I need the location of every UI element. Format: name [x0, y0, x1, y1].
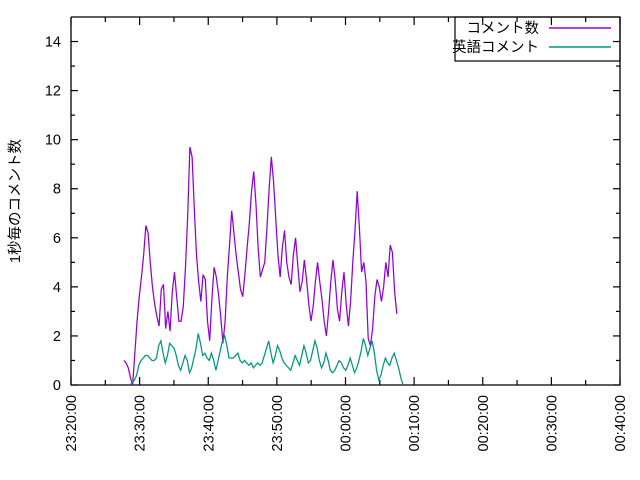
y-tick-label: 6: [53, 231, 61, 247]
legend-label-comment-count: コメント数: [467, 20, 540, 37]
x-tick-label: 00:10:00: [407, 395, 423, 451]
plot-frame: [70, 17, 621, 386]
x-tick-label: 00:20:00: [476, 395, 492, 451]
y-tick-label: 12: [45, 84, 61, 100]
y-tick-label: 4: [53, 280, 61, 296]
series-line-english-comment: [129, 333, 404, 386]
y-axis-title: 1秒毎のコメント数: [7, 138, 24, 263]
x-tick-label: 00:30:00: [544, 395, 560, 451]
x-tick-label: 00:00:00: [339, 395, 355, 451]
x-tick-label: 23:50:00: [270, 395, 286, 451]
x-tick-label: 23:40:00: [201, 395, 217, 451]
y-tick-label: 10: [45, 133, 61, 149]
series-layer: [123, 146, 404, 386]
legend-border: [454, 16, 621, 62]
y-tick-label: 8: [53, 182, 61, 198]
x-tick-label: 23:30:00: [133, 395, 149, 451]
y-tick-label: 2: [53, 329, 61, 345]
y-tick-label: 0: [53, 378, 61, 394]
x-tick-label: 00:40:00: [613, 395, 629, 451]
x-tick-label: 23:20:00: [64, 395, 80, 451]
legend-label-english-comment: 英語コメント: [452, 38, 539, 56]
series-line-comment-count: [123, 146, 398, 386]
y-tick-label: 14: [45, 35, 61, 51]
y-axis-title-text: 1秒毎のコメント数: [7, 138, 24, 263]
axes: 0 2 4 6 8 10 12 14 23:20:00 23:30:00 23:40:00 23:50…: [45, 16, 629, 451]
